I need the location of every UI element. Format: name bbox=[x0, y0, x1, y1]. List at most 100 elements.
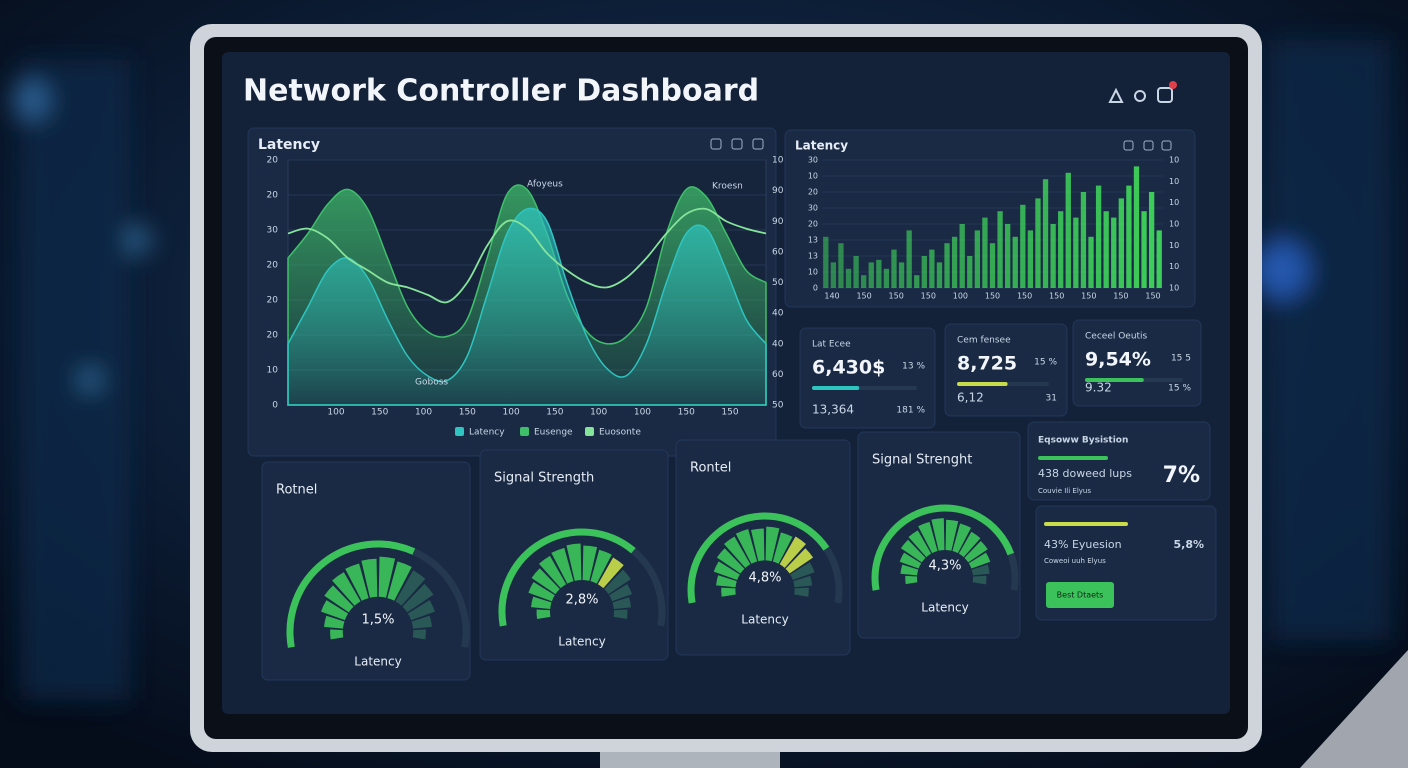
gauge-segment bbox=[332, 572, 361, 606]
gauge-segment bbox=[779, 536, 806, 568]
gauge-segment bbox=[952, 523, 972, 554]
gauge-segment bbox=[945, 519, 959, 551]
progress-bar bbox=[957, 382, 1008, 386]
bar bbox=[898, 262, 905, 288]
annotation: Kroesn bbox=[712, 182, 743, 192]
gauge-segment bbox=[765, 526, 780, 562]
y-tick-label: 20 bbox=[267, 331, 279, 341]
gauge-segment bbox=[590, 549, 612, 584]
toolbar-icon[interactable] bbox=[731, 138, 743, 150]
toolbar-icon[interactable] bbox=[1123, 140, 1134, 151]
gauge-value: 2,8% bbox=[565, 593, 598, 608]
bar bbox=[1126, 185, 1132, 288]
bar bbox=[982, 217, 988, 288]
gauge-segment bbox=[531, 596, 552, 609]
gauge-segment bbox=[612, 597, 632, 609]
bar bbox=[1058, 211, 1064, 288]
stat-label: Ceceel Oeutis bbox=[1085, 332, 1148, 342]
side-note: Coweoi uuh Elyus bbox=[1044, 557, 1106, 565]
gauge-value: 1,5% bbox=[361, 613, 394, 628]
panel bbox=[1027, 421, 1211, 501]
bar bbox=[823, 236, 829, 288]
bar bbox=[906, 230, 912, 288]
stat-sub: 9.32 bbox=[1085, 381, 1112, 395]
toolbar-icon[interactable] bbox=[710, 138, 722, 150]
bar bbox=[1020, 204, 1026, 288]
gauge-segment bbox=[402, 583, 434, 613]
y-tick-label: 10 bbox=[808, 268, 818, 277]
y2-tick-label: 90 bbox=[772, 217, 784, 227]
gauge-value: 4,3% bbox=[928, 559, 961, 574]
x-tick-label: 150 bbox=[546, 408, 563, 418]
background-lights bbox=[12, 40, 1390, 700]
toolbar-icon[interactable] bbox=[752, 138, 764, 150]
bar bbox=[853, 256, 859, 288]
progress-bar bbox=[1044, 522, 1128, 526]
y2-tick-label: 10 bbox=[1169, 220, 1179, 229]
gauge-segment bbox=[330, 629, 344, 640]
bar bbox=[838, 243, 844, 288]
stat-sub-delta: 15 % bbox=[1168, 384, 1191, 394]
alert-icon[interactable] bbox=[1108, 87, 1124, 103]
x-tick-label: 150 bbox=[985, 292, 1000, 301]
toolbar-icon[interactable] bbox=[1143, 140, 1154, 151]
y-tick-label: 20 bbox=[267, 261, 279, 271]
button-label[interactable]: Best Dtaets bbox=[1057, 591, 1104, 600]
gauge-segment bbox=[964, 540, 988, 563]
profile-icon[interactable] bbox=[1157, 87, 1173, 103]
gauge-segment bbox=[716, 548, 745, 574]
gauge-segment bbox=[613, 609, 628, 619]
gauge-segment bbox=[905, 575, 918, 585]
x-tick-label: 150 bbox=[921, 292, 936, 301]
y2-tick-label: 90 bbox=[772, 186, 784, 196]
x-tick-label: 150 bbox=[889, 292, 904, 301]
settings-icon[interactable] bbox=[1134, 90, 1146, 102]
gauge-segment bbox=[604, 569, 631, 595]
y2-tick-label: 40 bbox=[772, 309, 784, 319]
gauge-arc bbox=[498, 528, 636, 627]
y2-tick-label: 10 bbox=[1169, 177, 1179, 186]
x-tick-label: 100 bbox=[953, 292, 968, 301]
y-tick-label: 10 bbox=[267, 366, 279, 376]
gauge-segment bbox=[735, 528, 758, 564]
gauge-segment bbox=[528, 582, 555, 602]
panel bbox=[799, 327, 936, 429]
y2-tick-label: 10 bbox=[772, 156, 784, 166]
bar bbox=[883, 268, 890, 288]
bar bbox=[845, 268, 852, 288]
bar bbox=[1065, 172, 1071, 288]
gauge-segment bbox=[931, 518, 945, 551]
stat-delta: 13 % bbox=[902, 362, 925, 372]
x-tick-label: 150 bbox=[1049, 292, 1064, 301]
x-tick-label: 150 bbox=[678, 408, 695, 418]
y2-tick-label: 60 bbox=[772, 370, 784, 380]
gauge-segment bbox=[411, 615, 432, 629]
gauge-arc bbox=[286, 540, 416, 648]
stat-sub-delta: 181 % bbox=[896, 406, 925, 416]
gauge-segment bbox=[900, 564, 919, 576]
x-tick-label: 140 bbox=[824, 292, 839, 301]
x-tick-label: 100 bbox=[415, 408, 432, 418]
stat-value: 8,725 bbox=[957, 353, 1017, 375]
x-tick-label: 150 bbox=[1145, 292, 1160, 301]
stat-value: 6,430$ bbox=[812, 357, 885, 379]
bar bbox=[1042, 179, 1049, 288]
bar bbox=[1088, 236, 1094, 288]
gauge-title: Rontel bbox=[690, 461, 731, 476]
y2-tick-label: 50 bbox=[772, 401, 784, 411]
legend-swatch bbox=[455, 427, 464, 436]
stat-sub: 13,364 bbox=[812, 403, 854, 417]
stat-delta: 15 5 bbox=[1171, 354, 1191, 364]
gauge-segment bbox=[531, 568, 560, 595]
x-tick-label: 100 bbox=[590, 408, 607, 418]
stat-value: 9,54% bbox=[1085, 349, 1151, 371]
side-title: Eqsoww Bysistion bbox=[1038, 436, 1128, 446]
gauge-segment bbox=[908, 530, 932, 558]
toolbar-icon[interactable] bbox=[1161, 140, 1172, 151]
gauge-segment bbox=[324, 615, 345, 629]
gauge-segment bbox=[345, 563, 369, 601]
button[interactable] bbox=[1046, 582, 1114, 608]
y-tick-label: 0 bbox=[272, 401, 278, 411]
bar bbox=[1095, 185, 1102, 288]
